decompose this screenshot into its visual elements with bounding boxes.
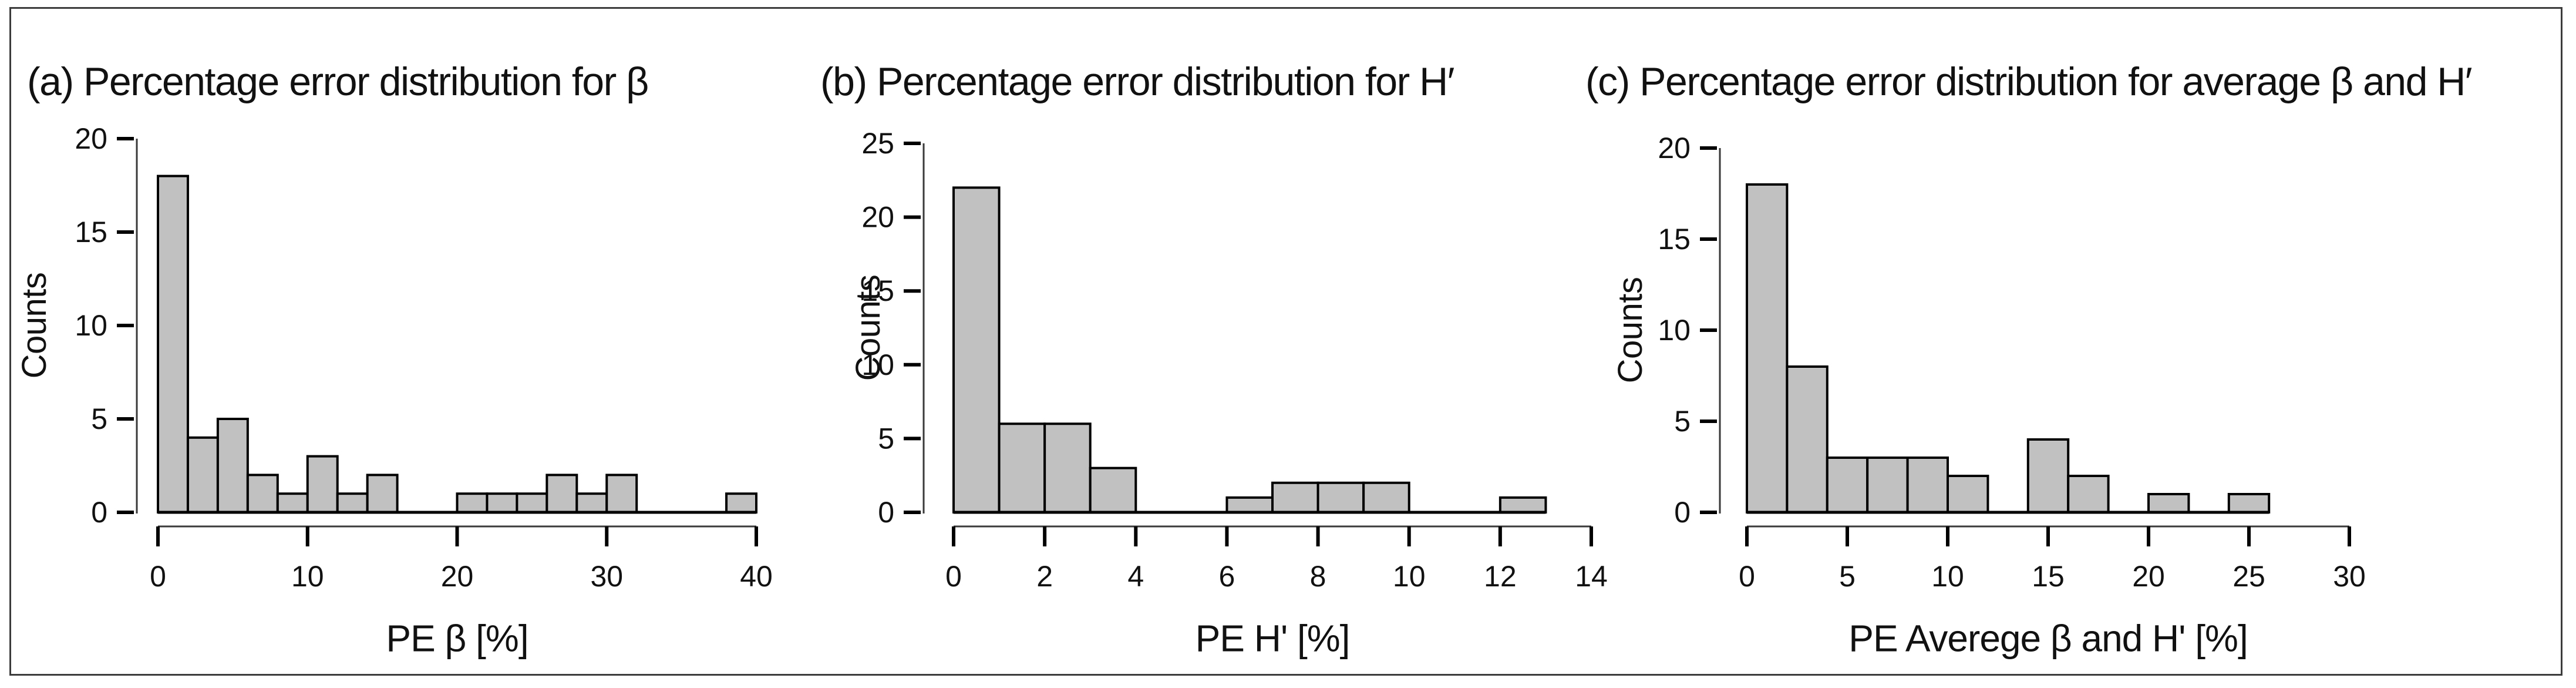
x-tick-label: 20 bbox=[2132, 560, 2165, 593]
histogram-bar bbox=[725, 492, 758, 514]
x-tick-label: 2 bbox=[1036, 560, 1053, 593]
y-tick-label: 5 bbox=[878, 422, 894, 455]
x-axis-title: PE β [%] bbox=[386, 617, 528, 659]
y-tick-label: 10 bbox=[1658, 314, 1691, 347]
histogram-bar bbox=[1746, 183, 1789, 514]
x-tick-label: 40 bbox=[740, 560, 773, 593]
x-tick-label: 20 bbox=[441, 560, 474, 593]
x-tick-label: 10 bbox=[291, 560, 324, 593]
chart-title-b: (b) Percentage error distribution for H′ bbox=[820, 59, 1454, 104]
y-tick-label: 10 bbox=[75, 309, 107, 342]
x-tick-label: 30 bbox=[590, 560, 623, 593]
histogram-bar bbox=[998, 422, 1046, 514]
y-tick-label: 15 bbox=[75, 216, 107, 249]
x-tick-label: 5 bbox=[1839, 560, 1856, 593]
histogram-bar bbox=[306, 455, 339, 514]
x-tick-label: 25 bbox=[2232, 560, 2265, 593]
x-tick-label: 8 bbox=[1310, 560, 1326, 593]
y-tick-label: 20 bbox=[861, 201, 894, 234]
histogram-bar bbox=[486, 492, 518, 514]
histogram-bar bbox=[1225, 496, 1274, 514]
y-axis-title: Counts bbox=[15, 273, 53, 379]
histogram-bar bbox=[2026, 438, 2070, 514]
histogram-bar bbox=[366, 474, 399, 514]
y-tick-label: 0 bbox=[878, 496, 894, 529]
histogram-bar bbox=[456, 492, 489, 514]
x-tick-label: 15 bbox=[2032, 560, 2065, 593]
histogram-bar bbox=[336, 492, 369, 514]
x-tick-label: 30 bbox=[2333, 560, 2366, 593]
histogram-bar bbox=[216, 418, 249, 514]
histogram-bar bbox=[1043, 422, 1092, 514]
y-tick-label: 20 bbox=[75, 122, 107, 155]
x-tick-label: 0 bbox=[150, 560, 166, 593]
y-tick-label: 0 bbox=[91, 496, 107, 529]
y-tick-label: 0 bbox=[1674, 496, 1691, 529]
y-tick-label: 5 bbox=[91, 402, 107, 435]
histogram-bar bbox=[1906, 457, 1949, 514]
histogram-bar bbox=[2147, 493, 2190, 514]
x-axis-title: PE Averege β and H' [%] bbox=[1848, 617, 2247, 659]
histogram-bar bbox=[1947, 475, 1989, 514]
x-tick-label: 10 bbox=[1931, 560, 1964, 593]
histogram-bar bbox=[1089, 467, 1137, 514]
y-tick-label: 15 bbox=[861, 274, 894, 307]
histogram-bar bbox=[952, 186, 1001, 514]
histogram-bar bbox=[1826, 457, 1869, 514]
y-tick-label: 20 bbox=[1658, 132, 1691, 165]
x-tick-label: 4 bbox=[1127, 560, 1144, 593]
histogram-bar bbox=[605, 474, 638, 514]
histogram-bar bbox=[516, 492, 548, 514]
histogram-bar bbox=[157, 174, 189, 514]
x-tick-label: 6 bbox=[1219, 560, 1235, 593]
y-axis-title: Counts bbox=[1611, 277, 1649, 384]
y-tick-label: 5 bbox=[1674, 405, 1691, 438]
histogram-bar bbox=[545, 474, 578, 514]
x-tick-label: 0 bbox=[1739, 560, 1755, 593]
x-tick-label: 12 bbox=[1484, 560, 1517, 593]
histogram-bar bbox=[1786, 365, 1829, 514]
y-tick-label: 10 bbox=[861, 348, 894, 381]
histogram-bar bbox=[1866, 457, 1909, 514]
histogram-bar bbox=[2227, 493, 2271, 514]
histogram-bar bbox=[1271, 481, 1319, 514]
histogram-bar bbox=[276, 492, 309, 514]
histogram-bar bbox=[186, 436, 219, 514]
y-axis-title: Counts bbox=[849, 275, 887, 381]
x-tick-label: 10 bbox=[1393, 560, 1426, 593]
chart-title-a: (a) Percentage error distribution for β bbox=[27, 59, 648, 104]
chart-title-c: (c) Percentage error distribution for av… bbox=[1585, 59, 2472, 104]
histogram-bar bbox=[1316, 481, 1365, 514]
x-tick-label: 14 bbox=[1575, 560, 1608, 593]
histogram-bar bbox=[246, 474, 279, 514]
y-tick-label: 15 bbox=[1658, 223, 1691, 256]
histogram-bar bbox=[1499, 496, 1547, 514]
x-tick-label: 0 bbox=[945, 560, 962, 593]
x-axis-title: PE H' [%] bbox=[1196, 617, 1350, 659]
histogram-bar bbox=[1362, 481, 1410, 514]
histogram-bar bbox=[2067, 475, 2110, 514]
y-tick-label: 25 bbox=[861, 127, 894, 160]
histogram-bar bbox=[575, 492, 608, 514]
